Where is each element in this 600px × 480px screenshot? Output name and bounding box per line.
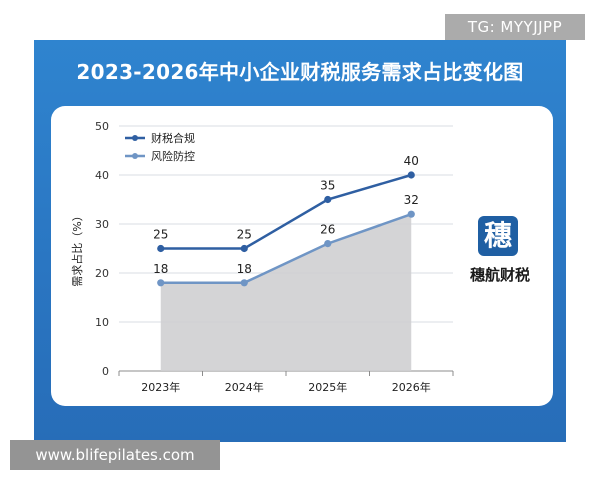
data-point-fengxian (157, 279, 165, 287)
x-tick-label: 2023年 (141, 380, 180, 394)
data-point-fengxian (240, 279, 248, 287)
data-label-fengxian: 26 (320, 223, 335, 237)
y-tick-label: 10 (95, 316, 109, 329)
data-label-fengxian: 18 (153, 262, 168, 276)
data-label-fengxian: 32 (404, 193, 419, 207)
data-label-caishui: 40 (404, 154, 419, 168)
data-point-caishui (157, 244, 165, 253)
chart-title: 2023-2026年中小企业财税服务需求占比变化图 (76, 60, 524, 84)
data-label-fengxian: 18 (237, 262, 252, 276)
brand-name: 穗航财税 (469, 266, 530, 284)
x-tick-label: 2026年 (392, 380, 431, 394)
data-point-fengxian (324, 240, 332, 248)
data-label-caishui: 25 (153, 228, 168, 242)
legend-label-fengxian: 风险防控 (151, 149, 195, 163)
series-line-fengxian (160, 213, 412, 285)
legend-marker-fengxian (132, 153, 138, 159)
brand-logo-icon: 穗 (478, 216, 518, 256)
data-point-fengxian (407, 210, 415, 218)
watermark-tag: TG: MYYJJPP (445, 14, 585, 40)
line-chart: 0 10 20 30 40 50 2023年 2024年 2025年 2026年 需求占比（%） 25… (70, 120, 454, 394)
legend-marker-caishui (132, 135, 138, 141)
series-line-caishui (160, 173, 412, 250)
legend-label-caishui: 财税合规 (151, 131, 195, 145)
data-point-caishui (407, 171, 415, 179)
data-label-caishui: 25 (237, 228, 252, 242)
x-tick-label: 2024年 (225, 380, 264, 394)
series-area-fengxian (160, 214, 412, 371)
y-tick-label: 0 (102, 365, 109, 378)
x-tick-label: 2025年 (308, 380, 347, 394)
data-point-caishui (240, 244, 248, 253)
watermark-url: www.blifepilates.com (10, 440, 220, 470)
y-tick-label: 20 (95, 267, 109, 280)
chart-panel: 2023-2026年中小企业财税服务需求占比变化图 0 10 20 30 40 50 202… (34, 40, 566, 442)
chart-card: 0 10 20 30 40 50 2023年 2024年 2025年 2026年 需求占比（%） 25… (51, 106, 553, 406)
y-axis-title: 需求占比（%） (70, 210, 84, 286)
y-tick-label: 50 (95, 120, 109, 133)
y-tick-label: 30 (95, 218, 109, 231)
y-tick-label: 40 (95, 169, 109, 182)
data-point-caishui (324, 195, 332, 204)
data-label-caishui: 35 (320, 179, 335, 193)
